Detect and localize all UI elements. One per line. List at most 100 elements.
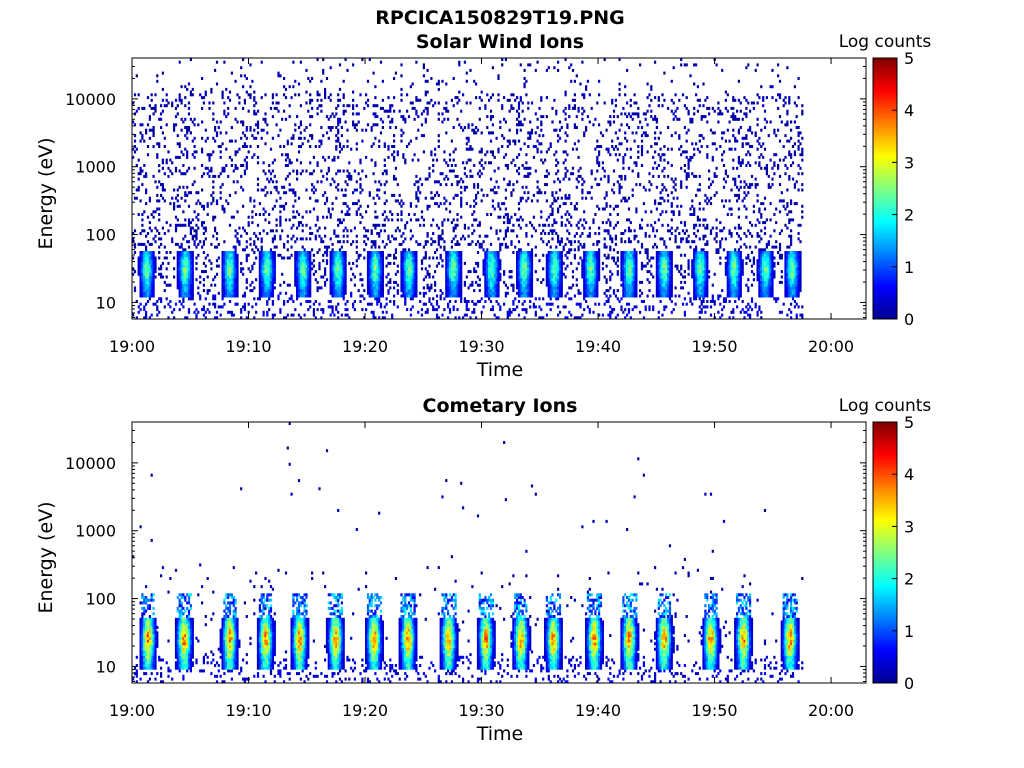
heatmap-cell <box>379 259 383 263</box>
heatmap-cell <box>173 188 176 192</box>
heatmap-cell <box>538 223 541 227</box>
heatmap-cell <box>193 155 196 159</box>
heatmap-cell <box>519 253 522 257</box>
heatmap-cell <box>348 213 351 216</box>
heatmap-cell <box>603 253 606 257</box>
heatmap-cell <box>547 147 550 151</box>
heatmap-cell <box>486 291 489 295</box>
heatmap-cell <box>271 101 274 105</box>
heatmap-cell <box>409 237 412 241</box>
heatmap-cell <box>135 188 138 192</box>
heatmap-cell <box>454 261 457 265</box>
heatmap-cell <box>557 251 560 254</box>
heatmap-cell <box>338 261 342 265</box>
heatmap-cell <box>169 283 172 287</box>
heatmap-cell <box>454 226 457 230</box>
heatmap-cell <box>430 237 433 241</box>
heatmap-cell <box>484 256 487 260</box>
heatmap-cell <box>249 85 252 89</box>
heatmap-cell <box>372 142 375 146</box>
heatmap-cell <box>312 185 315 189</box>
heatmap-cell <box>598 226 601 230</box>
heatmap-cell <box>450 270 453 274</box>
heatmap-cell <box>253 251 256 254</box>
heatmap-cell <box>503 272 506 276</box>
heatmap-cell <box>512 139 515 143</box>
heatmap-cell <box>372 289 375 293</box>
heatmap-cell <box>521 109 524 113</box>
heatmap-cell <box>383 164 386 167</box>
heatmap-cell <box>486 256 489 260</box>
heatmap-cells <box>132 58 804 320</box>
heatmap-cell <box>503 202 506 206</box>
heatmap-cell <box>415 256 418 260</box>
heatmap-cell <box>154 259 157 263</box>
heatmap-cell <box>555 251 558 254</box>
heatmap-cell <box>467 126 470 129</box>
heatmap-cell <box>309 93 312 97</box>
heatmap-cell <box>316 308 319 312</box>
heatmap-cell <box>145 174 148 178</box>
heatmap-cell <box>573 234 576 238</box>
heatmap-cell <box>191 270 194 274</box>
heatmap-cell <box>605 280 608 284</box>
heatmap-cell <box>465 136 468 140</box>
heatmap-cell <box>413 275 416 279</box>
heatmap-cell <box>450 267 453 271</box>
heatmap-cell <box>557 177 560 181</box>
heatmap-cell <box>499 308 502 312</box>
heatmap-cell <box>571 283 575 287</box>
heatmap-cell <box>210 166 213 170</box>
heatmap-cell <box>156 313 159 317</box>
heatmap-cell <box>232 256 235 260</box>
heatmap-cell <box>598 145 601 148</box>
heatmap-cell <box>381 280 384 284</box>
heatmap-cell <box>452 169 455 173</box>
heatmap-cell <box>529 278 532 282</box>
heatmap-cell <box>139 232 142 235</box>
heatmap-cell <box>516 169 519 173</box>
heatmap-cell <box>264 185 267 189</box>
heatmap-cell <box>141 286 144 290</box>
heatmap-cell <box>555 272 558 276</box>
heatmap-cell <box>393 286 396 290</box>
heatmap-cell <box>430 153 433 157</box>
heatmap-cell <box>331 261 334 265</box>
heatmap-cell <box>411 305 414 309</box>
heatmap-cell <box>139 131 142 135</box>
heatmap-cell <box>145 131 148 135</box>
heatmap-cell <box>158 251 161 254</box>
heatmap-cell <box>292 85 295 89</box>
heatmap-cell <box>327 96 330 100</box>
heatmap-cell <box>491 150 494 154</box>
heatmap-cell <box>152 256 155 260</box>
heatmap-cell <box>324 93 327 97</box>
heatmap-cell <box>374 210 377 214</box>
heatmap-cell <box>417 196 420 200</box>
heatmap-cell <box>236 267 239 271</box>
heatmap-cell <box>495 232 498 235</box>
heatmap-cell <box>331 289 334 293</box>
heatmap-cell <box>331 305 334 309</box>
heatmap-cell <box>215 259 219 263</box>
heatmap-cell <box>568 297 571 301</box>
heatmap-cell <box>273 259 276 263</box>
heatmap-cell <box>448 202 452 206</box>
heatmap-cell <box>184 267 187 271</box>
heatmap-cell <box>322 308 325 312</box>
heatmap-cell <box>305 264 308 268</box>
heatmap-cell <box>424 267 427 271</box>
heatmap-cell <box>355 245 358 249</box>
heatmap-cell <box>381 253 384 257</box>
heatmap-cell <box>605 202 608 206</box>
heatmap-cell <box>202 221 205 225</box>
heatmap-cell <box>264 218 267 222</box>
heatmap-cell <box>357 199 360 203</box>
heatmap-cell <box>223 272 226 276</box>
heatmap-cell <box>558 294 562 298</box>
heatmap-cell <box>420 134 424 138</box>
heatmap-cell <box>303 294 306 298</box>
heatmap-cell <box>378 278 381 282</box>
heatmap-cell <box>368 278 371 282</box>
heatmap-cell <box>288 297 291 301</box>
